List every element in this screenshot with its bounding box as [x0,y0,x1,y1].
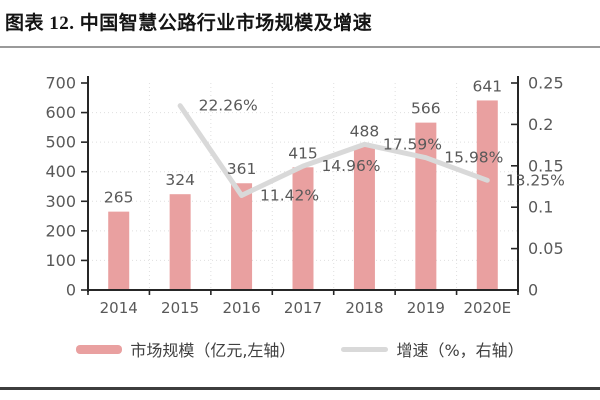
x-axis-label: 2015 [161,299,199,317]
right-axis-label: 0.2 [528,115,553,134]
x-axis-label: 2019 [407,299,445,317]
right-axis-label: 0.25 [528,74,564,93]
bar-value-label: 265 [104,189,134,207]
bar-value-label: 641 [472,77,502,95]
x-axis-label: 2017 [284,299,322,317]
x-axis-label: 2016 [222,299,260,317]
growth-value-label: 15.98% [444,149,503,167]
legend-label-market-size: 市场规模（亿元,左轴） [130,341,296,360]
market-size-bar [292,167,314,290]
left-axis-label: 400 [45,162,76,181]
bar-series-swatch-icon [76,344,123,354]
x-axis-label: 2020E [463,299,511,317]
legend-item-growth: 增速（%，右轴） [341,337,524,361]
market-size-bar [476,100,498,290]
x-axis-label: 2018 [345,299,383,317]
left-axis-label: 700 [45,74,76,93]
bar-value-label: 361 [227,160,257,178]
growth-value-label: 11.42% [260,186,319,204]
legend-item-market-size: 市场规模（亿元,左轴） [76,337,295,361]
bottom-divider [0,387,600,390]
left-axis-label: 200 [45,221,76,240]
growth-value-label: 22.26% [199,97,258,115]
market-size-bar [353,145,375,290]
market-size-bar [169,194,191,290]
bar-value-label: 488 [350,123,380,141]
chart-legend: 市场规模（亿元,左轴） 增速（%，右轴） [0,337,600,361]
line-series-swatch-icon [341,346,389,352]
market-size-bar [108,211,130,290]
left-axis-label: 0 [66,281,76,300]
right-axis-label: 0.15 [528,156,564,175]
market-size-bar [231,183,253,290]
x-axis-label: 2014 [100,299,138,317]
growth-line [177,103,490,198]
right-axis-label: 0.05 [528,239,564,258]
left-axis-label: 100 [45,251,76,270]
right-axis-label: 0 [528,281,538,300]
market-size-bar [415,122,437,290]
bar-value-label: 324 [165,171,195,189]
left-axis-label: 500 [45,133,76,152]
growth-value-label: 14.96% [321,157,380,175]
growth-value-label: 13.25% [506,171,565,189]
bar-value-label: 415 [288,144,318,162]
legend-label-growth: 增速（%，右轴） [396,341,524,360]
bar-value-label: 566 [411,100,441,118]
left-axis-label: 600 [45,103,76,122]
title-divider [0,46,600,48]
growth-value-label: 17.59% [383,135,442,153]
figure-title: 图表 12. 中国智慧公路行业市场规模及增速 [5,13,373,34]
right-axis-label: 0.1 [528,198,553,217]
left-axis-label: 300 [45,192,76,211]
